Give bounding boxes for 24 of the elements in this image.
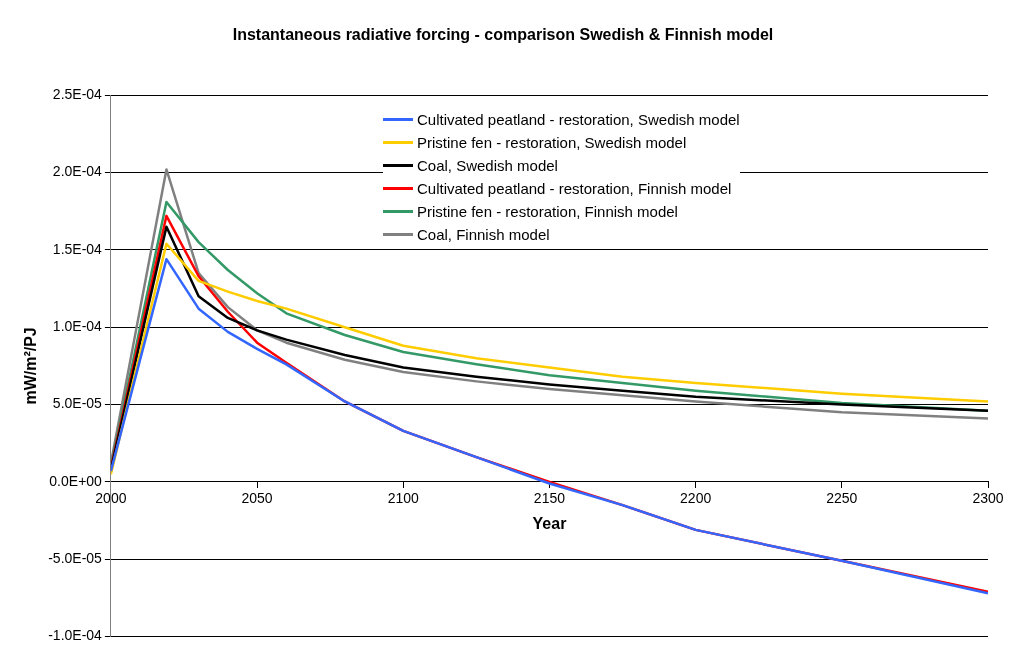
legend-label: Pristine fen - restoration, Finnish model	[417, 203, 678, 220]
legend-label: Coal, Swedish model	[417, 157, 558, 174]
x-tick-label: 2050	[241, 490, 273, 507]
y-tick-label: -5.0E-05	[48, 550, 103, 567]
x-tick-label: 2250	[826, 490, 858, 507]
y-tick-label: 1.0E-04	[52, 318, 103, 335]
x-tick-label: 2150	[533, 490, 566, 507]
x-tick-label: 2000	[95, 490, 127, 507]
legend-label: Coal, Finnish model	[417, 226, 550, 243]
x-tick-label: 2300	[972, 490, 1004, 507]
y-tick-label: 2.0E-04	[52, 163, 103, 180]
y-axis-title: mW/m²/PJ	[22, 327, 40, 405]
y-tick-label: 1.5E-04	[52, 240, 103, 257]
chart-title: Instantaneous radiative forcing - comparison Swedish & Finnish model	[232, 26, 774, 44]
x-tick-label: 2200	[680, 490, 712, 507]
y-tick-label: 2.5E-04	[52, 86, 103, 103]
legend-label: Pristine fen - restoration, Swedish model	[417, 134, 687, 151]
y-tick-label: 0.0E+00	[49, 472, 103, 489]
legend-label: Cultivated peatland - restoration, Swedish model	[417, 111, 740, 128]
y-tick-label: 5.0E-05	[52, 395, 103, 412]
legend-label: Cultivated peatland - restoration, Finnish model	[417, 180, 732, 197]
x-axis-title: Year	[532, 514, 567, 532]
x-tick-label: 2100	[387, 490, 420, 507]
y-tick-label: -1.0E-04	[48, 627, 103, 644]
